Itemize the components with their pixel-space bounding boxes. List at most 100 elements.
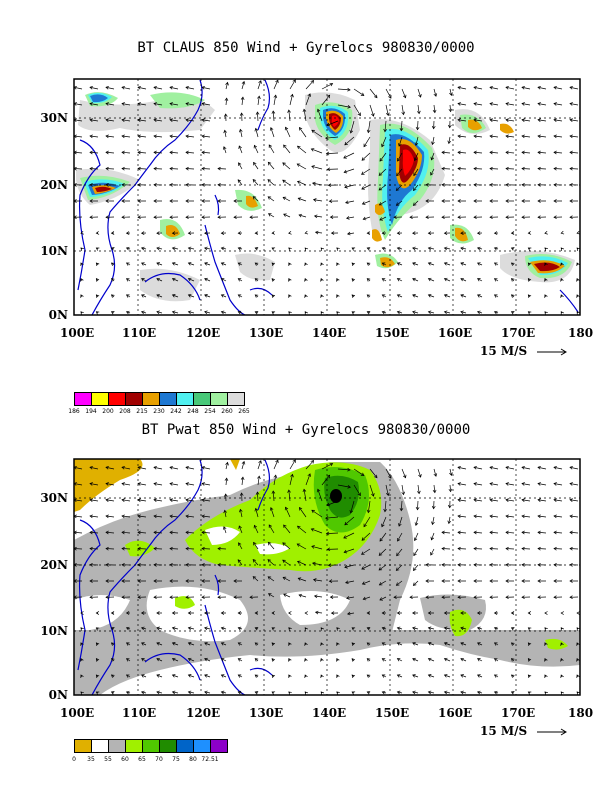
wind-vector-head	[413, 552, 417, 557]
wind-vector-head	[271, 231, 275, 235]
wind-vector-head	[121, 530, 125, 535]
wind-vector-head	[473, 579, 477, 583]
wind-vector	[273, 79, 279, 90]
wind-vector-head	[412, 262, 416, 266]
wind-vector-head	[569, 530, 573, 535]
wind-vector-head	[505, 102, 509, 106]
colorbar-swatch	[74, 739, 92, 753]
wind-vector	[369, 104, 374, 117]
wind-vector-head	[95, 262, 100, 267]
wind-vector-head	[396, 658, 401, 662]
wind-vector	[185, 483, 195, 486]
wind-vector-head	[80, 691, 84, 695]
wind-vector	[428, 262, 435, 266]
wind-vector-head	[489, 134, 493, 139]
wind-vector-head	[312, 181, 316, 186]
wind-vector	[141, 691, 147, 694]
wind-vector	[257, 476, 260, 486]
wind-vector	[412, 247, 419, 250]
wind-vector	[553, 103, 563, 106]
wind-vector-head	[121, 595, 125, 600]
wind-vector-head	[153, 498, 157, 502]
wind-vector	[153, 119, 163, 122]
wind-vector	[381, 136, 387, 147]
colorbar-swatch	[176, 392, 194, 406]
wind-vector	[121, 103, 131, 106]
wind-vector	[169, 466, 179, 470]
wind-vector	[297, 181, 307, 186]
wind-vector-head	[343, 549, 348, 554]
wind-vector-head	[121, 579, 125, 583]
wind-vector-head	[357, 492, 361, 497]
wind-vector	[74, 135, 83, 138]
wind-vector-head	[153, 85, 157, 90]
wind-vector	[156, 311, 163, 314]
wind-vector-head	[320, 247, 325, 251]
wind-vector	[74, 499, 83, 502]
wind-vector	[347, 612, 355, 615]
wind-vector	[473, 151, 483, 154]
wind-vector	[201, 531, 211, 534]
wind-vector-head	[361, 566, 365, 570]
wind-vector-head	[282, 542, 286, 546]
wind-vector-head	[396, 172, 400, 177]
wind-vector-head	[433, 93, 438, 97]
wind-vector-head	[80, 277, 84, 282]
wind-vector-head	[201, 482, 205, 486]
wind-vector-head	[553, 514, 557, 519]
wind-vector-head	[110, 658, 115, 662]
wind-vector-head	[201, 118, 205, 122]
colorbar-swatch	[210, 392, 228, 406]
wind-vector-head	[311, 129, 315, 134]
wind-vector-head	[330, 611, 335, 615]
wind-vector-head	[169, 514, 173, 519]
wind-vector	[201, 499, 211, 502]
wind-vector-head	[74, 546, 77, 551]
wind-vector	[537, 483, 547, 486]
wind-vector	[297, 561, 307, 566]
wind-vector	[397, 627, 403, 630]
wind-vector	[401, 88, 406, 98]
wind-vector	[188, 674, 195, 678]
wind-vector-head	[489, 199, 493, 203]
wind-vector	[369, 468, 378, 478]
wind-vector	[141, 658, 147, 662]
wind-vector-head	[185, 118, 189, 122]
wind-vector-head	[396, 611, 401, 615]
wind-vector	[185, 499, 195, 502]
wind-vector	[105, 466, 115, 470]
wind-vector	[238, 145, 243, 154]
wind-vector-head	[201, 85, 205, 90]
wind-vector-head	[510, 691, 515, 695]
wind-vector-head	[222, 146, 227, 150]
wind-vector-head	[217, 595, 221, 600]
wind-vector	[188, 247, 195, 250]
wind-vector-head	[396, 674, 401, 678]
wind-vector-head	[320, 691, 325, 695]
wind-vector-head	[89, 579, 93, 583]
wind-vector	[396, 548, 403, 556]
wind-vector	[169, 151, 179, 154]
wind-vector	[473, 483, 483, 486]
wind-vector-head	[255, 111, 260, 115]
wind-vector-head	[414, 522, 419, 526]
wind-vector	[288, 490, 291, 502]
wind-vector-head	[237, 658, 242, 662]
wind-vector-head	[505, 482, 509, 486]
wind-vector-head	[121, 215, 125, 220]
wind-vector	[350, 120, 355, 134]
wind-vector	[321, 83, 333, 90]
wind-vector-head	[413, 157, 418, 162]
colorbar-label: 70	[155, 756, 163, 763]
pwat-colorbar	[74, 739, 228, 753]
wind-vector-head	[569, 182, 573, 187]
wind-vector-head	[412, 611, 416, 615]
wind-vector	[417, 500, 419, 510]
wind-vector-head	[169, 530, 173, 535]
wind-vector-head	[269, 507, 274, 511]
wind-vector	[505, 119, 515, 122]
wind-vector	[241, 461, 245, 470]
wind-vector	[156, 294, 163, 298]
wind-vector-head	[254, 127, 259, 132]
wind-vector	[311, 545, 323, 550]
